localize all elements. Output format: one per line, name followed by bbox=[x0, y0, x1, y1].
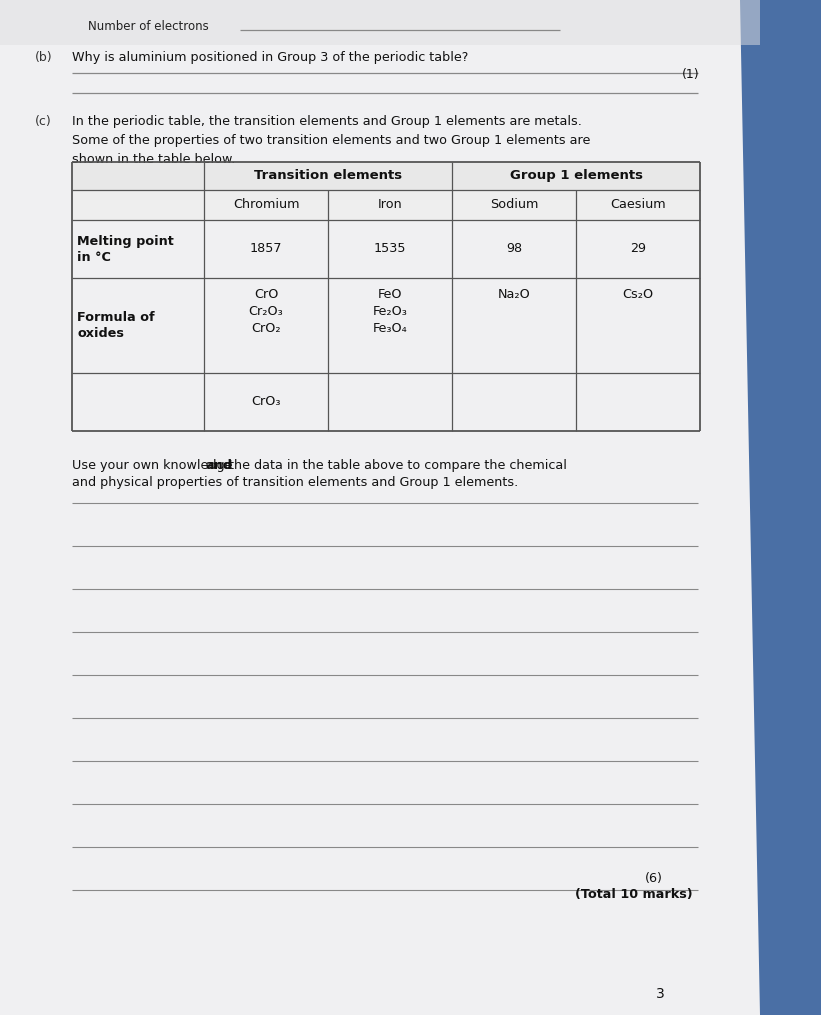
Text: Why is aluminium positioned in Group 3 of the periodic table?: Why is aluminium positioned in Group 3 o… bbox=[72, 51, 468, 64]
Text: Caesium: Caesium bbox=[610, 198, 666, 210]
Bar bbox=[0, 0, 760, 45]
Text: (6): (6) bbox=[645, 872, 663, 885]
Text: in °C: in °C bbox=[77, 251, 111, 264]
Text: Na₂O: Na₂O bbox=[498, 288, 530, 301]
Polygon shape bbox=[0, 0, 760, 1015]
Text: Iron: Iron bbox=[378, 198, 402, 210]
Text: the data in the table above to compare the chemical: the data in the table above to compare t… bbox=[225, 459, 566, 472]
Text: 3: 3 bbox=[656, 987, 664, 1001]
Text: 1535: 1535 bbox=[374, 242, 406, 255]
Text: Group 1 elements: Group 1 elements bbox=[510, 168, 643, 182]
Text: (c): (c) bbox=[35, 115, 52, 128]
Text: Formula of: Formula of bbox=[77, 311, 154, 324]
Text: (1): (1) bbox=[682, 68, 699, 81]
Text: and physical properties of transition elements and Group 1 elements.: and physical properties of transition el… bbox=[72, 476, 518, 489]
Text: FeO: FeO bbox=[378, 288, 402, 301]
Text: 1857: 1857 bbox=[250, 242, 282, 255]
Text: Cr₂O₃: Cr₂O₃ bbox=[249, 304, 283, 318]
Text: Sodium: Sodium bbox=[490, 198, 539, 210]
Text: and: and bbox=[205, 459, 232, 472]
Text: Some of the properties of two transition elements and two Group 1 elements are: Some of the properties of two transition… bbox=[72, 134, 590, 147]
Text: Transition elements: Transition elements bbox=[254, 168, 402, 182]
Text: CrO₃: CrO₃ bbox=[251, 395, 281, 407]
Text: 98: 98 bbox=[506, 242, 522, 255]
Text: Chromium: Chromium bbox=[232, 198, 299, 210]
Text: In the periodic table, the transition elements and Group 1 elements are metals.: In the periodic table, the transition el… bbox=[72, 115, 582, 128]
Text: 29: 29 bbox=[630, 242, 646, 255]
Text: Cs₂O: Cs₂O bbox=[622, 288, 654, 301]
Text: CrO₂: CrO₂ bbox=[251, 322, 281, 335]
Text: Melting point: Melting point bbox=[77, 234, 174, 248]
Text: CrO: CrO bbox=[254, 288, 278, 301]
Text: Fe₃O₄: Fe₃O₄ bbox=[373, 322, 407, 335]
Text: (b): (b) bbox=[35, 51, 53, 64]
Text: Use your own knowledge: Use your own knowledge bbox=[72, 459, 236, 472]
Text: (Total 10 marks): (Total 10 marks) bbox=[575, 888, 693, 901]
Bar bbox=[72, 162, 700, 190]
Bar bbox=[72, 190, 700, 220]
Text: Number of electrons: Number of electrons bbox=[88, 20, 209, 33]
Text: Fe₂O₃: Fe₂O₃ bbox=[373, 304, 407, 318]
Text: shown in the table below.: shown in the table below. bbox=[72, 153, 236, 166]
Text: oxides: oxides bbox=[77, 327, 124, 340]
